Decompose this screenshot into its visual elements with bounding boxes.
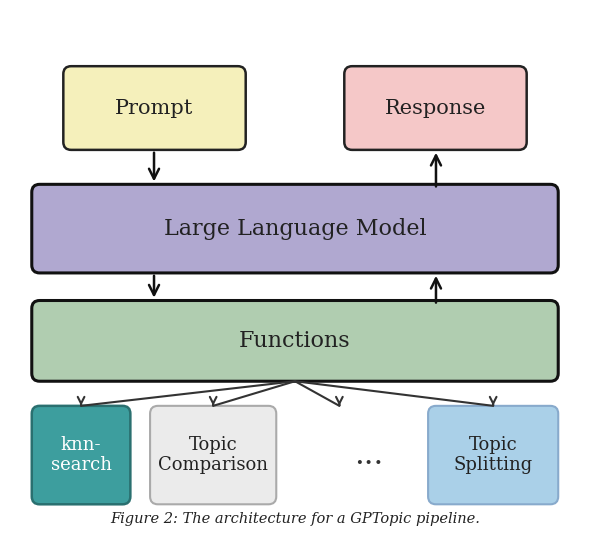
Text: Topic
Splitting: Topic Splitting: [454, 436, 533, 475]
Text: Topic
Comparison: Topic Comparison: [158, 436, 268, 475]
Text: ...: ...: [355, 440, 384, 471]
FancyBboxPatch shape: [345, 66, 527, 150]
FancyBboxPatch shape: [150, 406, 276, 504]
Text: Functions: Functions: [239, 330, 351, 352]
Text: Figure 2: The architecture for a GPTopic pipeline.: Figure 2: The architecture for a GPTopic…: [110, 512, 480, 526]
Text: Prompt: Prompt: [115, 98, 194, 117]
Text: Large Language Model: Large Language Model: [163, 218, 427, 239]
FancyBboxPatch shape: [428, 406, 558, 504]
FancyBboxPatch shape: [32, 301, 558, 381]
Text: knn-
search: knn- search: [51, 436, 112, 475]
Text: Response: Response: [385, 98, 486, 117]
FancyBboxPatch shape: [32, 185, 558, 273]
FancyBboxPatch shape: [63, 66, 245, 150]
FancyBboxPatch shape: [32, 406, 130, 504]
